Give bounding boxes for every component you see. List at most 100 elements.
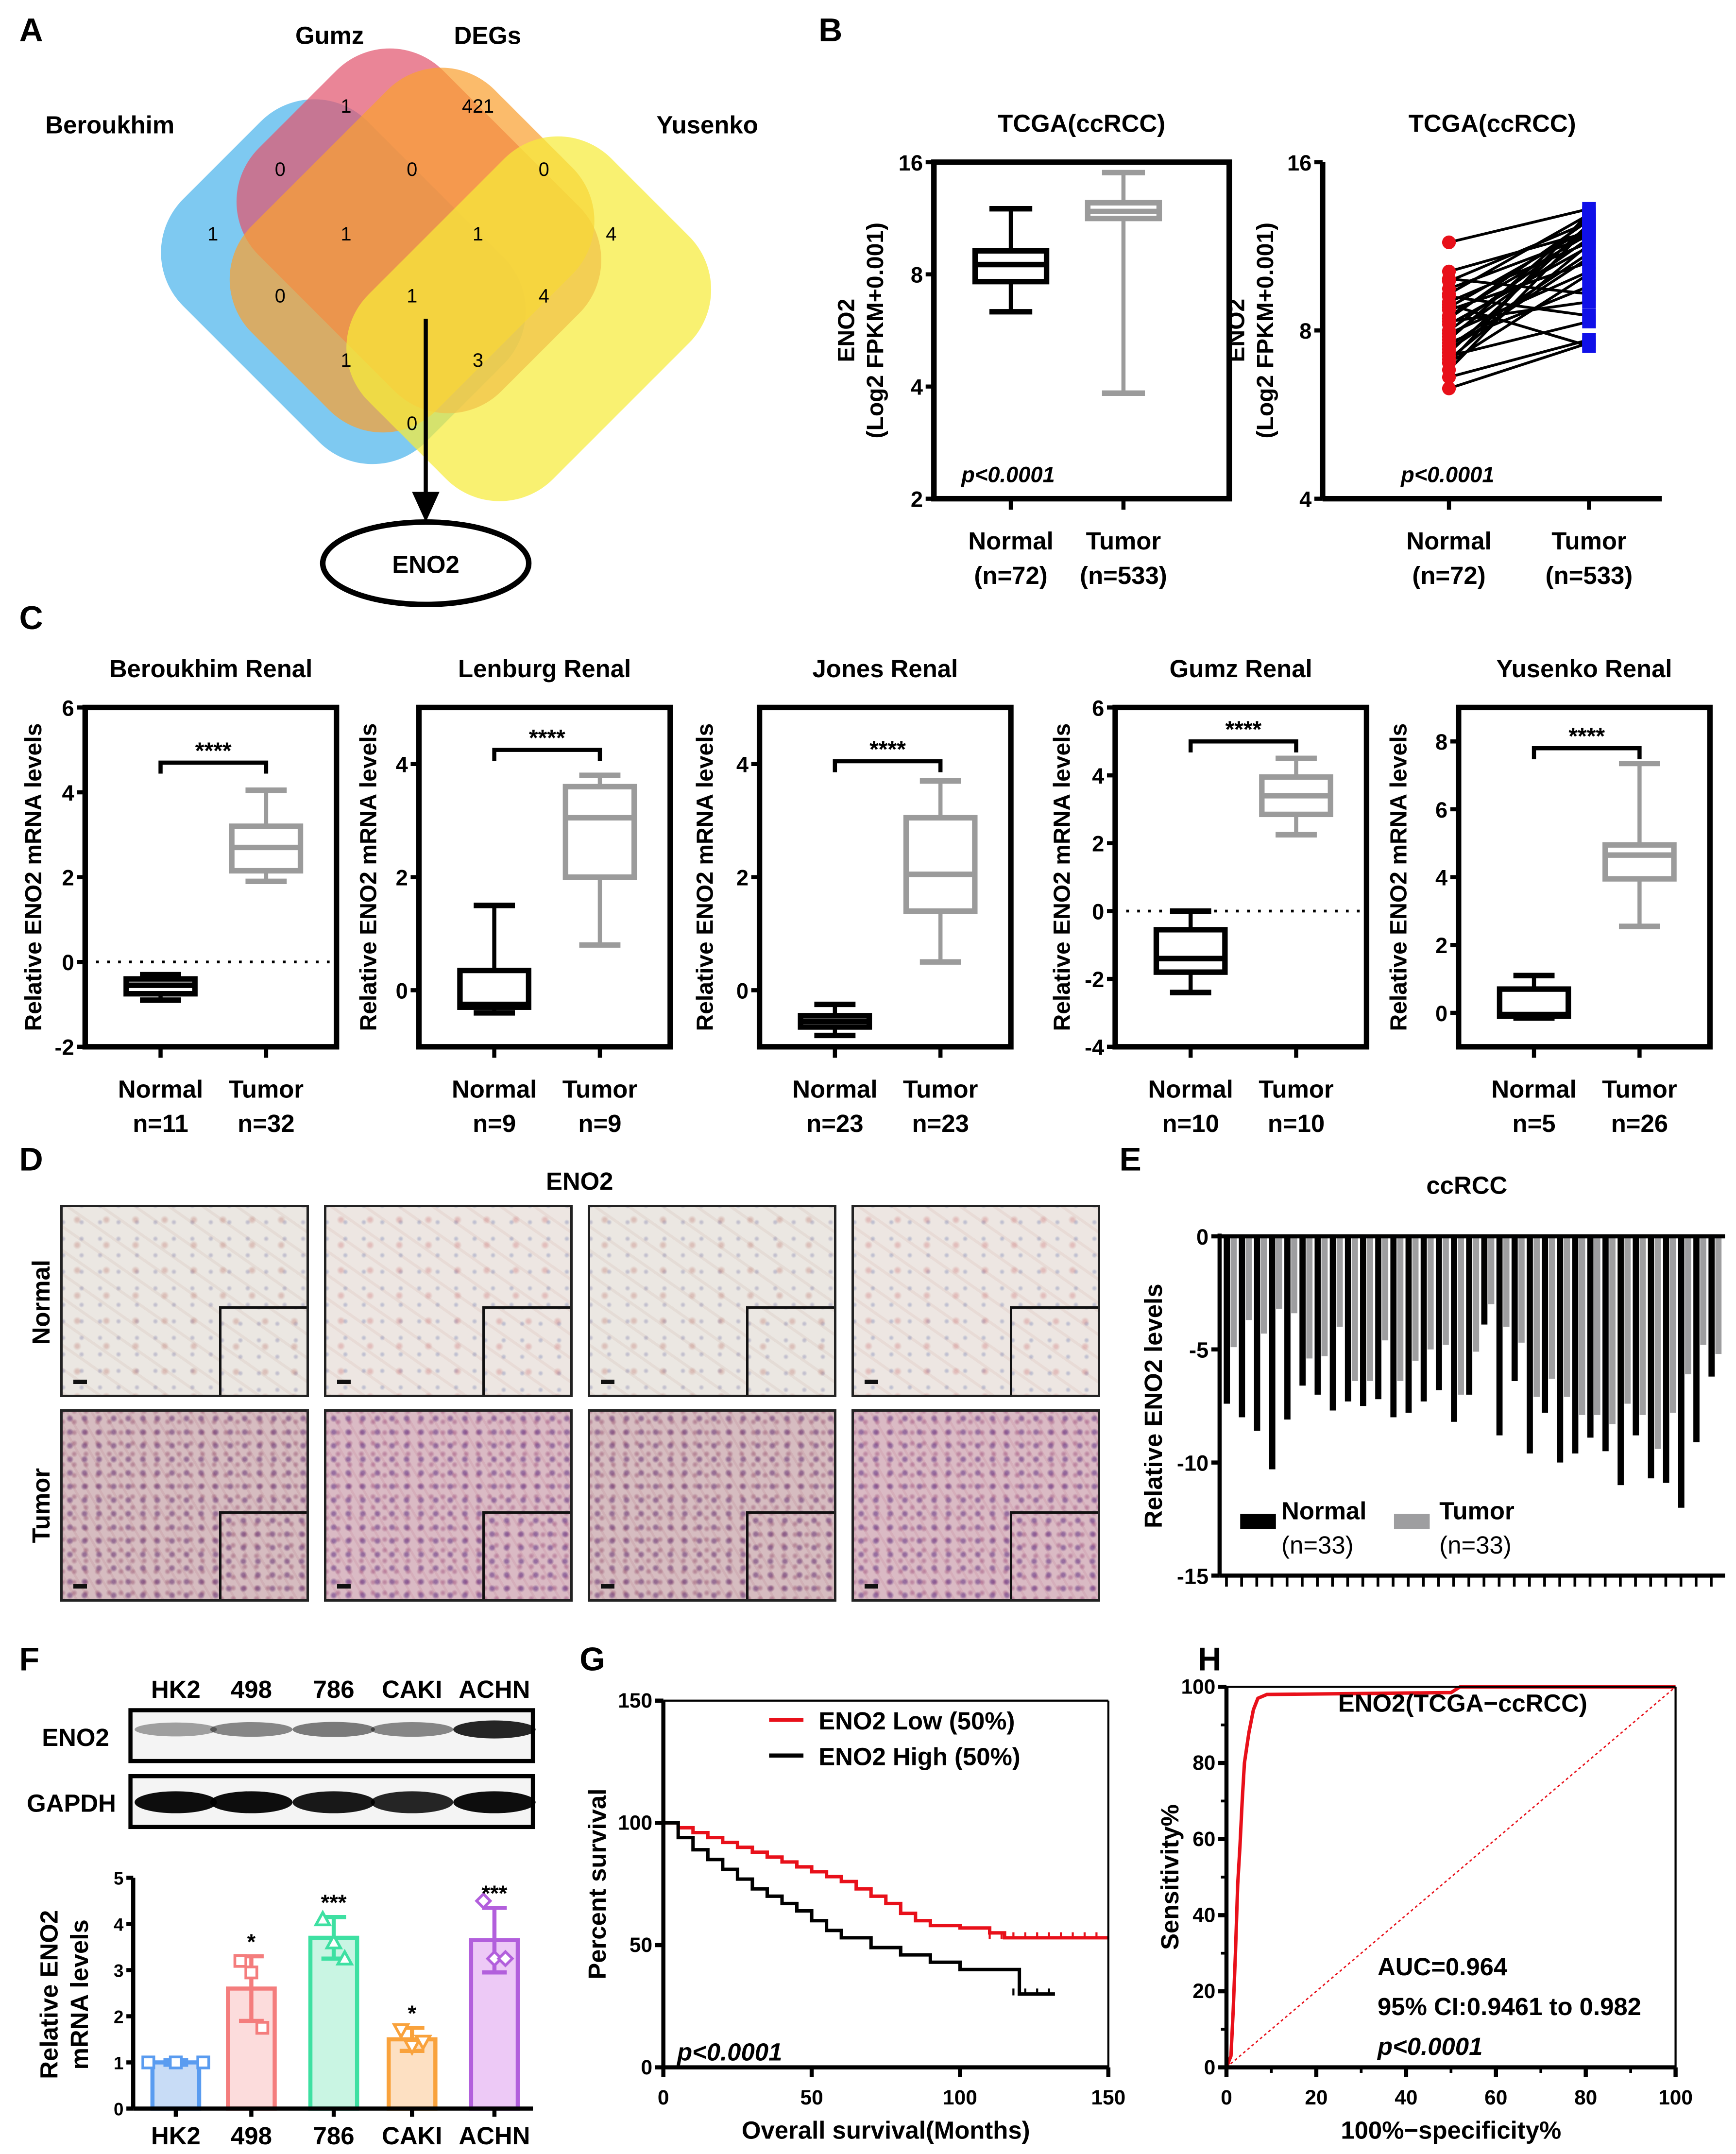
bar-tumor [1594, 1236, 1600, 1415]
venn-result-label: ENO2 [392, 550, 460, 578]
bar-tumor [1503, 1236, 1510, 1327]
roc-chart: 0 20 40 60 80 100 0 20 40 60 80 100 100%−specificity… [1156, 1675, 1693, 2144]
bar-normal [1542, 1236, 1549, 1413]
series-line-0 [663, 1821, 1108, 1940]
bar-tumor [1260, 1236, 1267, 1334]
y-tick-label: 4 [396, 752, 408, 777]
significance-stars: **** [529, 725, 565, 751]
bar-normal [1239, 1236, 1245, 1418]
sample-size-label: n=9 [473, 1110, 516, 1137]
square-marker-icon [233, 1954, 247, 1968]
y-axis-label: mRNA levels [66, 1919, 93, 2069]
plot-frame [756, 704, 1014, 1050]
sample-size-label: n=23 [912, 1110, 969, 1137]
y-tick-label: 4 [1092, 764, 1104, 788]
y-tick-label: 40 [1192, 1903, 1215, 1926]
ihc-inset [219, 1306, 307, 1395]
panel-label: G [579, 1641, 605, 1677]
scale-bar [73, 1379, 87, 1384]
y-axis-label: (Log2 FPKM+0.001) [862, 222, 888, 439]
legend-label: Normal [1281, 1497, 1366, 1524]
y-tick-label: 60 [1192, 1828, 1215, 1850]
significance-bracket [492, 748, 602, 761]
normal-point [1442, 272, 1456, 286]
panel-label: B [818, 12, 842, 49]
bar-normal [1435, 1236, 1442, 1390]
venn-count: 421 [462, 96, 494, 117]
bar-normal [1587, 1236, 1594, 1438]
bar-tumor [1245, 1236, 1252, 1320]
scale-bar [337, 1584, 351, 1589]
scale-bar [337, 1379, 351, 1384]
plot-frame [1112, 704, 1370, 1050]
y-axis-label: ENO2 [1224, 299, 1250, 362]
legend-n-label: (n=33) [1281, 1531, 1353, 1559]
y-axis-label: Relative ENO2 mRNA levels [1049, 723, 1075, 1031]
pair-line [1448, 221, 1590, 283]
bar-tumor [1654, 1236, 1661, 1449]
plot-frame [1456, 704, 1713, 1050]
pair-line [1448, 226, 1590, 309]
venn-set-yusenko [346, 136, 712, 501]
venn-set-label: Gumz [295, 22, 364, 50]
venn-count: 1 [473, 223, 483, 245]
chart-title: TCGA(ccRCC) [1409, 110, 1576, 137]
bar-hk2 [150, 2060, 202, 2111]
bar-tumor [1276, 1236, 1282, 1309]
protein-band [292, 1722, 375, 1737]
bar-normal [1496, 1236, 1503, 1436]
x-tick-label: 20 [1305, 2086, 1328, 2109]
series-line-1 [663, 1821, 1055, 1996]
sample-size-label: (n=533) [1080, 562, 1167, 589]
square-marker-icon [141, 2055, 155, 2069]
bar-tumor [1351, 1236, 1358, 1381]
lane-label: HK2 [151, 1675, 201, 1703]
diamond-marker-icon [475, 1892, 493, 1910]
pair-line [1448, 273, 1590, 364]
y-tick-label: -10 [1177, 1451, 1208, 1476]
blot-row-label: GAPDH [27, 1790, 116, 1817]
y-tick-label: 0 [641, 2056, 652, 2079]
arrow-head-icon [412, 492, 440, 522]
lane-label: 786 [313, 1675, 355, 1703]
sample-size-label: (n=72) [1412, 562, 1485, 589]
y-tick-label: 2 [1092, 832, 1104, 856]
bar-normal [1648, 1236, 1654, 1479]
y-axis-label: Relative ENO2 [35, 1910, 63, 2079]
normal-point [1442, 381, 1456, 395]
sample-size-label: (n=533) [1546, 562, 1633, 589]
ihc-inset [482, 1511, 571, 1599]
tumor-point [1582, 238, 1596, 252]
bar-normal [1557, 1236, 1564, 1463]
y-tick-label: -2 [54, 1035, 74, 1060]
y-tick-label: 50 [630, 1933, 652, 1956]
sample-size-label: n=32 [238, 1110, 294, 1137]
ihc-inset [1010, 1511, 1098, 1599]
venn-count: 0 [275, 159, 286, 180]
bar-tumor [1367, 1236, 1373, 1381]
paired-plot: 4 8 16 TCGA(ccRCC) ENO2 (Log2 FPKM+0.001) Norm… [1224, 110, 1662, 589]
triangle-marker-icon [324, 1932, 343, 1949]
significance-stars: *** [321, 1890, 347, 1915]
bar-chart-cell-lines: Relative ENO2 mRNA levels012345HK2*498***… [35, 1869, 533, 2150]
bar-normal [1708, 1236, 1715, 1377]
bar-normal [1299, 1236, 1306, 1386]
x-tick-label: 60 [1484, 2086, 1507, 2109]
y-tick-label: 80 [1192, 1751, 1215, 1774]
chart-title: Beroukhim Renal [109, 655, 312, 683]
y-axis-label: Percent survival [583, 1789, 611, 1980]
bar-chart-ccrcc: ccRCC Relative ENO2 levels 0 -5 -10 -15 Normal… [1140, 1171, 1725, 1589]
significance-bracket [1532, 746, 1642, 759]
x-category-label: Normal [1406, 527, 1491, 555]
ihc-inset [746, 1306, 834, 1395]
x-category-label: Normal [1491, 1075, 1576, 1103]
boxplot-5: -4 -2 0 2 4 6 Gumz Renal Relative ENO2 mRNA lev… [1049, 655, 1370, 1137]
bar-tumor [1533, 1236, 1540, 1397]
ihc-image-normal [324, 1204, 573, 1397]
sample-size-label: n=26 [1611, 1110, 1668, 1137]
roc-annotation: AUC=0.964 [1378, 1953, 1508, 1981]
western-blot: HK2 498 786 CAKI ACHN ENO2 GAPDH [27, 1675, 536, 1829]
protein-band [453, 1791, 536, 1813]
bar-normal [1284, 1236, 1291, 1420]
